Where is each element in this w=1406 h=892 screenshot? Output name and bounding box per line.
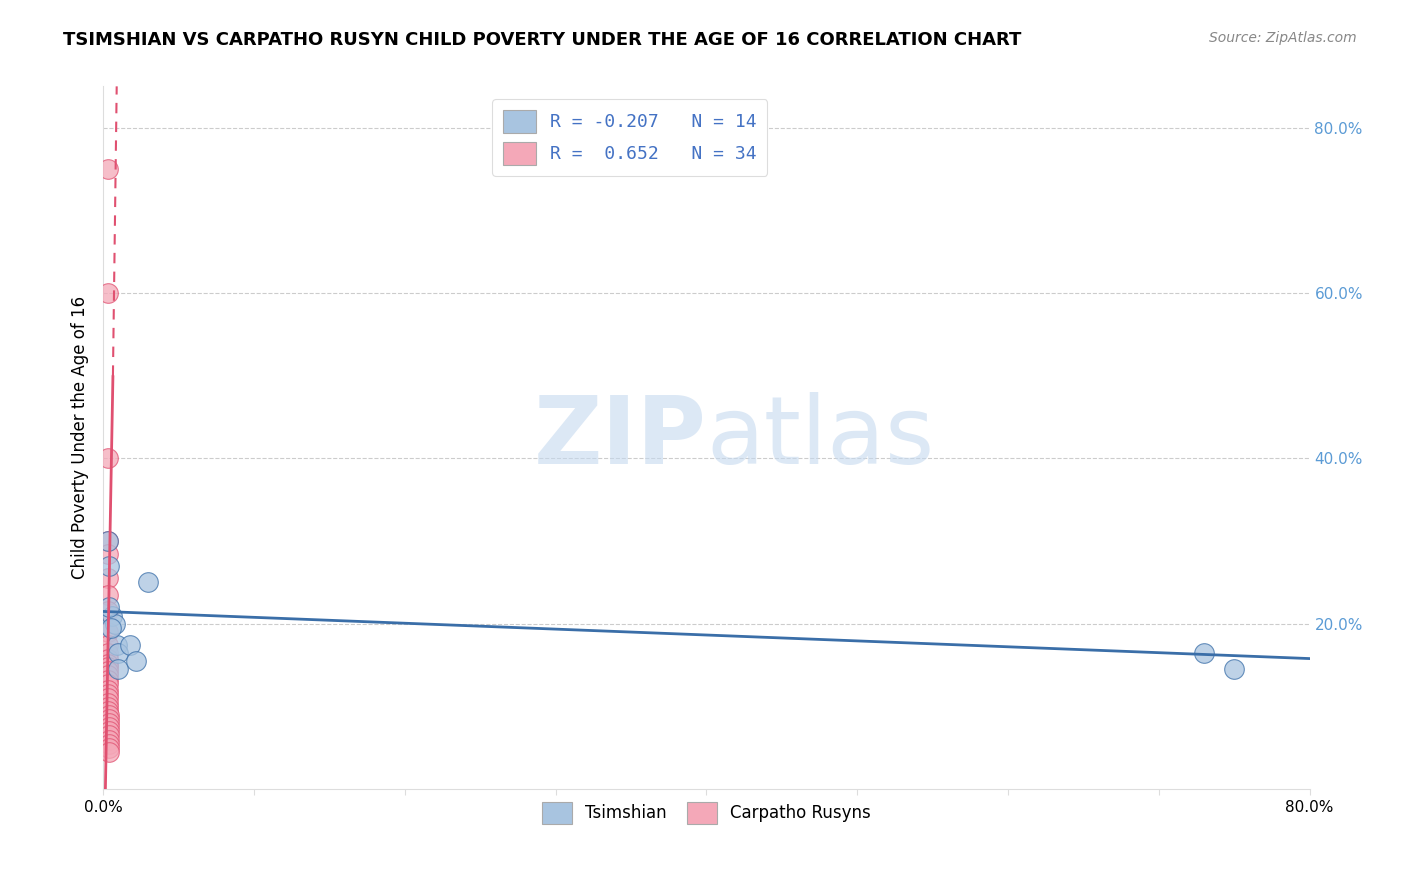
Point [98, 729, 121, 743]
Point [97, 588, 120, 602]
Point [97, 534, 120, 549]
Point [125, 654, 148, 668]
Text: Source: ZipAtlas.com: Source: ZipAtlas.com [1209, 31, 1357, 45]
Point [97, 451, 120, 466]
Point [97, 638, 120, 652]
Point [1223, 662, 1246, 676]
Point [104, 616, 127, 631]
Point [97, 625, 120, 640]
Point [97, 696, 120, 710]
Point [97, 699, 120, 714]
Point [105, 638, 128, 652]
Point [98, 600, 121, 615]
Point [97, 571, 120, 585]
Point [97, 673, 120, 687]
Point [107, 646, 129, 660]
Point [120, 638, 142, 652]
Point [138, 575, 160, 590]
Point [97, 687, 120, 701]
Point [98, 740, 121, 755]
Point [98, 737, 121, 751]
Point [98, 724, 121, 739]
Point [98, 732, 121, 747]
Point [97, 604, 120, 618]
Point [98, 707, 121, 722]
Text: TSIMSHIAN VS CARPATHO RUSYN CHILD POVERTY UNDER THE AGE OF 16 CORRELATION CHART: TSIMSHIAN VS CARPATHO RUSYN CHILD POVERT… [63, 31, 1022, 49]
Point [97, 286, 120, 301]
Point [98, 558, 121, 573]
Point [101, 608, 124, 623]
Point [97, 664, 120, 678]
Point [107, 662, 129, 676]
Legend: Tsimshian, Carpatho Rusyns: Tsimshian, Carpatho Rusyns [531, 792, 880, 834]
Text: ZIP: ZIP [533, 392, 706, 483]
Point [98, 745, 121, 759]
Point [1192, 646, 1215, 660]
Point [98, 716, 121, 731]
Point [97, 677, 120, 691]
Point [97, 660, 120, 674]
Point [98, 720, 121, 734]
Point [97, 668, 120, 682]
Point [97, 162, 120, 177]
Point [97, 547, 120, 561]
Point [97, 657, 120, 671]
Point [97, 651, 120, 665]
Point [100, 621, 122, 635]
Point [97, 646, 120, 660]
Point [97, 683, 120, 698]
Point [98, 712, 121, 726]
Y-axis label: Child Poverty Under the Age of 16: Child Poverty Under the Age of 16 [72, 296, 89, 579]
Point [97, 534, 120, 549]
Text: atlas: atlas [706, 392, 935, 483]
Point [97, 704, 120, 718]
Point [97, 691, 120, 706]
